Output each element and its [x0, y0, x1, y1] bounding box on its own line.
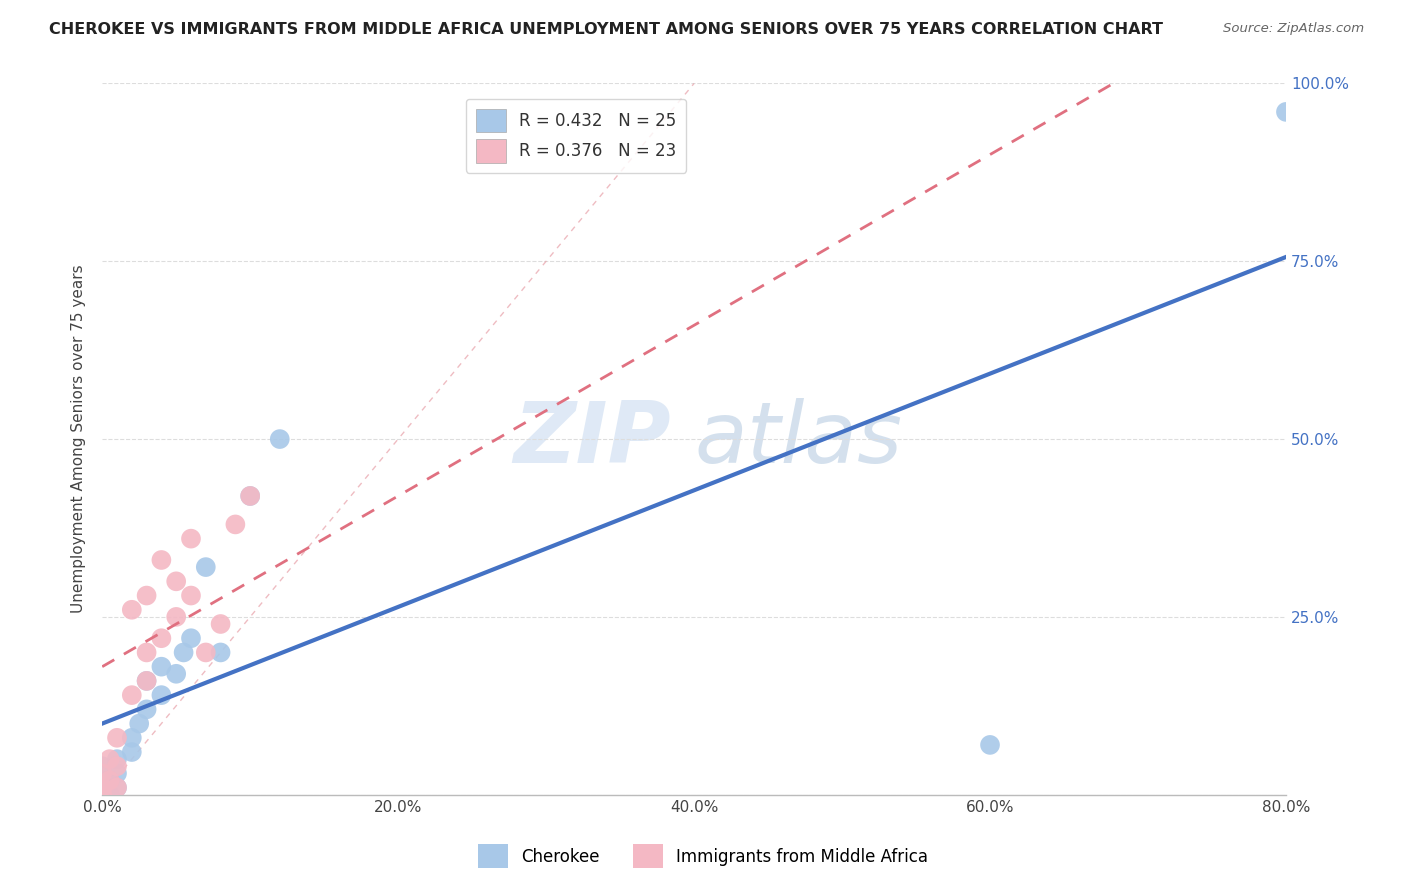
Point: [98, 773, 121, 788]
Point: [121, 603, 143, 617]
Point: [150, 688, 173, 702]
Point: [180, 631, 202, 645]
Point: [180, 532, 202, 546]
Point: [91, 780, 114, 795]
Point: [98, 752, 121, 766]
Point: [180, 589, 202, 603]
Point: [135, 589, 157, 603]
Point: [105, 780, 128, 795]
Legend: R = 0.432   N = 25, R = 0.376   N = 23: R = 0.432 N = 25, R = 0.376 N = 23: [465, 99, 686, 173]
Point: [98, 773, 121, 788]
Point: [135, 645, 157, 659]
Point: [209, 617, 232, 632]
Point: [128, 716, 150, 731]
Text: atlas: atlas: [695, 398, 903, 481]
Point: [165, 610, 187, 624]
Point: [135, 673, 157, 688]
Y-axis label: Unemployment Among Seniors over 75 years: Unemployment Among Seniors over 75 years: [72, 265, 86, 614]
Point: [165, 666, 187, 681]
Point: [979, 738, 1001, 752]
Legend: Cherokee, Immigrants from Middle Africa: Cherokee, Immigrants from Middle Africa: [471, 838, 935, 875]
Point: [209, 645, 232, 659]
Point: [91, 773, 114, 788]
Point: [98, 788, 121, 802]
Text: Source: ZipAtlas.com: Source: ZipAtlas.com: [1223, 22, 1364, 36]
Point: [224, 517, 246, 532]
Point: [121, 731, 143, 745]
Point: [105, 731, 128, 745]
Text: CHEROKEE VS IMMIGRANTS FROM MIDDLE AFRICA UNEMPLOYMENT AMONG SENIORS OVER 75 YEA: CHEROKEE VS IMMIGRANTS FROM MIDDLE AFRIC…: [49, 22, 1163, 37]
Point: [239, 489, 262, 503]
Point: [173, 645, 195, 659]
Point: [105, 766, 128, 780]
Point: [91, 780, 114, 795]
Point: [150, 553, 173, 567]
Point: [91, 788, 114, 802]
Point: [150, 659, 173, 673]
Text: ZIP: ZIP: [513, 398, 671, 481]
Point: [105, 752, 128, 766]
Point: [239, 489, 262, 503]
Point: [105, 759, 128, 773]
Point: [165, 574, 187, 589]
Point: [194, 560, 217, 574]
Point: [150, 631, 173, 645]
Point: [121, 688, 143, 702]
Point: [121, 745, 143, 759]
Point: [91, 759, 114, 773]
Point: [135, 673, 157, 688]
Point: [91, 766, 114, 780]
Point: [194, 645, 217, 659]
Point: [91, 788, 114, 802]
Point: [1275, 104, 1298, 119]
Point: [105, 780, 128, 795]
Point: [269, 432, 291, 446]
Point: [135, 702, 157, 716]
